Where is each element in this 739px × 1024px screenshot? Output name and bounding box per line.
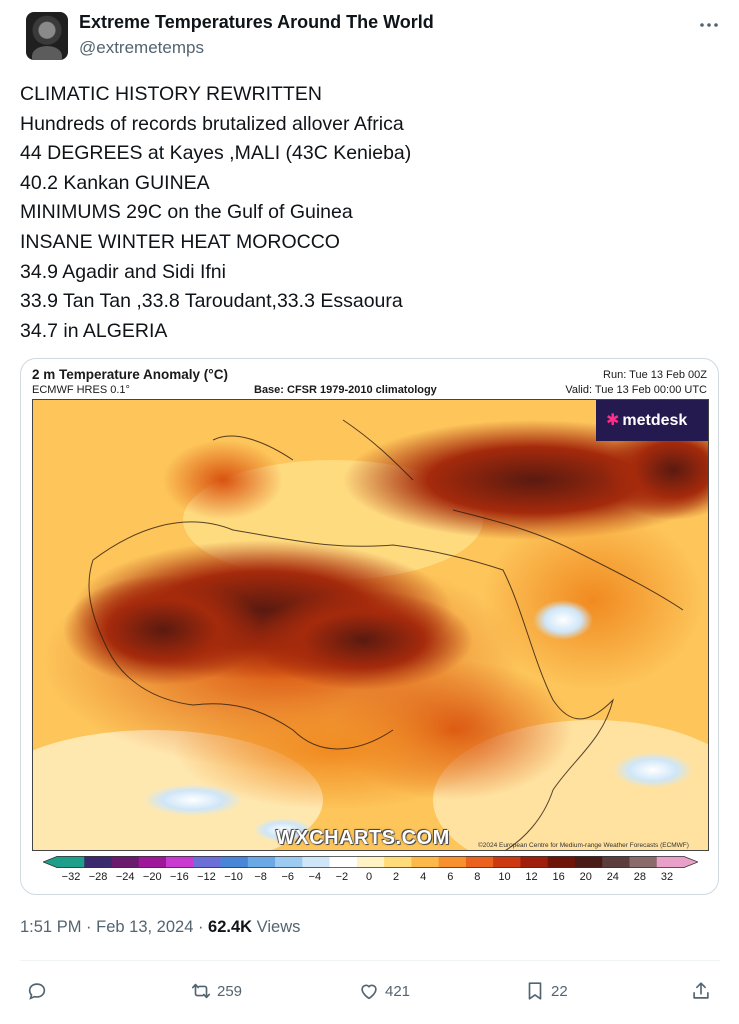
meta-separator: · <box>81 918 97 936</box>
tweet-line: 34.9 Agadir and Sidi Ifni <box>20 260 226 283</box>
retweet-count: 259 <box>217 982 243 1000</box>
colorbar-tick-label: 0 <box>365 871 373 883</box>
tweet-time[interactable]: 1:51 PM <box>20 918 82 936</box>
bookmark-count: 22 <box>551 982 568 1000</box>
colorbar-tick-label: 16 <box>552 871 565 883</box>
retweet-button[interactable]: 259 <box>190 979 242 1003</box>
wxcharts-watermark: WXCHARTS.COM <box>276 827 450 849</box>
map-run-time: Run: Tue 13 Feb 00Z <box>603 369 707 381</box>
tweet-line: INSANE WINTER HEAT MOROCCO <box>20 230 340 253</box>
colorbar-segment <box>629 856 658 868</box>
colorbar-segment <box>138 856 167 868</box>
avatar[interactable] <box>26 12 68 60</box>
colorbar-segment <box>438 856 467 868</box>
map-valid-time: Valid: Tue 13 Feb 00:00 UTC <box>565 384 707 396</box>
reply-icon <box>28 983 46 1000</box>
action-bar: 259 421 22 <box>20 975 720 1007</box>
colorbar-segment <box>547 856 576 868</box>
colorbar-tick-label: −6 <box>281 871 294 883</box>
map-copyright: ©2024 European Centre for Medium-range W… <box>478 842 689 849</box>
tweet-line: 33.9 Tan Tan ,33.8 Taroudant,33.3 Essaou… <box>20 290 403 313</box>
colorbar-tick-label: 8 <box>474 871 481 883</box>
colorbar-tick-label: 28 <box>633 871 647 883</box>
colorbar-segment <box>465 856 494 868</box>
map-base: Base: CFSR 1979-2010 climatology <box>254 384 437 396</box>
views-count: 62.4K <box>208 918 253 936</box>
author-display-name[interactable]: Extreme Temperatures Around The World <box>79 12 434 32</box>
like-count: 421 <box>385 982 411 1000</box>
colorbar-ticks: −32 −28 −24 −20 −16 −12 −10 −8 −6 −4 −2 0 2 4 6 8 10 12 16… <box>21 871 718 887</box>
colorbar-tick-label: −10 <box>224 871 243 883</box>
reply-button[interactable] <box>26 979 48 1003</box>
share-button[interactable] <box>690 979 712 1003</box>
colorbar-segment <box>111 856 140 868</box>
colorbar-segment <box>493 856 521 868</box>
colorbar-arrow-low <box>43 856 57 868</box>
colorbar-segment <box>193 856 222 868</box>
divider <box>20 960 720 961</box>
bookmark-icon <box>528 982 542 1000</box>
map-title: 2 m Temperature Anomaly (°C) <box>32 367 228 382</box>
colorbar-tick-label: 6 <box>447 871 454 883</box>
heart-icon <box>361 984 377 1000</box>
tweet-line: 44 DEGREES at Kayes ,MALI (43C Kenieba) <box>20 142 412 165</box>
colorbar-segment <box>275 856 303 868</box>
tweet-line: CLIMATIC HISTORY REWRITTEN <box>20 83 322 105</box>
map-model: ECMWF HRES 0.1° <box>32 384 130 396</box>
colorbar-tick-label: 4 <box>420 871 427 883</box>
colorbar-tick-label: −28 <box>88 871 108 883</box>
retweet-icon <box>191 983 211 999</box>
colorbar-tick-label: −32 <box>61 871 81 883</box>
colorbar-segment <box>302 856 331 868</box>
tweet-line: Hundreds of records brutalized allover A… <box>20 112 404 135</box>
colorbar-segment <box>520 856 549 868</box>
colorbar-segment <box>656 856 685 868</box>
colorbar-tick-label: 20 <box>579 871 592 883</box>
colorbar-tick-label: −4 <box>308 871 322 883</box>
colorbar-segment <box>57 856 85 868</box>
colorbar-segment <box>247 856 276 868</box>
colorbar-segment <box>329 856 358 868</box>
temperature-anomaly-map: ✱ metdesk WXCHARTS.COM ©2024 European Cen… <box>32 399 709 851</box>
metdesk-logo: ✱ metdesk <box>596 400 708 441</box>
colorbar-segment <box>166 856 194 868</box>
colorbar-tick-label: 10 <box>498 871 511 883</box>
colorbar-tick-label: −20 <box>142 871 162 883</box>
colorbar-tick-label: 12 <box>525 871 538 883</box>
map-graphic <box>33 400 708 850</box>
more-options-icon[interactable] <box>698 14 720 36</box>
colorbar-tick-label: 32 <box>660 871 674 883</box>
colorbar-segment <box>411 856 440 868</box>
bookmark-button[interactable]: 22 <box>524 979 568 1003</box>
colorbar-segment <box>220 856 249 868</box>
colorbar-tick-label: −12 <box>197 871 216 883</box>
tweet-header: Extreme Temperatures Around The World @e… <box>20 12 720 64</box>
colorbar-segment <box>84 856 113 868</box>
views-label: Views <box>252 918 301 936</box>
colorbar-tick-label: −2 <box>335 871 349 883</box>
colorbar-segment <box>384 856 412 868</box>
tweet-line: 40.2 Kankan GUINEA <box>20 171 210 194</box>
tweet-line: MINIMUMS 29C on the Gulf of Guinea <box>20 201 353 224</box>
author-handle[interactable]: @extremetemps <box>79 38 204 57</box>
tweet-date[interactable]: Feb 13, 2024 <box>96 918 194 936</box>
tweet-media-image[interactable]: 2 m Temperature Anomaly (°C) ECMWF HRES … <box>20 358 719 895</box>
meta-separator: · <box>193 918 209 936</box>
colorbar-segment <box>574 856 603 868</box>
like-button[interactable]: 421 <box>358 979 410 1003</box>
colorbar-tick-label: −24 <box>115 871 135 883</box>
colorbar-tick-label: 2 <box>393 871 400 883</box>
colorbar-tick-label: −8 <box>254 871 267 883</box>
colorbar-arrow-high <box>684 856 698 868</box>
tweet-meta: 1:51 PM · Feb 13, 2024 · 62.4K Views <box>20 918 300 937</box>
share-icon <box>693 982 709 999</box>
colorbar-tick-label: −16 <box>170 871 189 883</box>
colorbar-segment <box>602 856 630 868</box>
colorbar-tick-label: 24 <box>606 871 619 883</box>
tweet-line: 34.7 in ALGERIA <box>20 319 168 342</box>
colorbar-outline <box>43 856 698 868</box>
tweet-text: CLIMATIC HISTORY REWRITTEN Hundreds of r… <box>20 80 720 346</box>
colorbar <box>43 856 698 868</box>
colorbar-segment <box>356 856 385 868</box>
